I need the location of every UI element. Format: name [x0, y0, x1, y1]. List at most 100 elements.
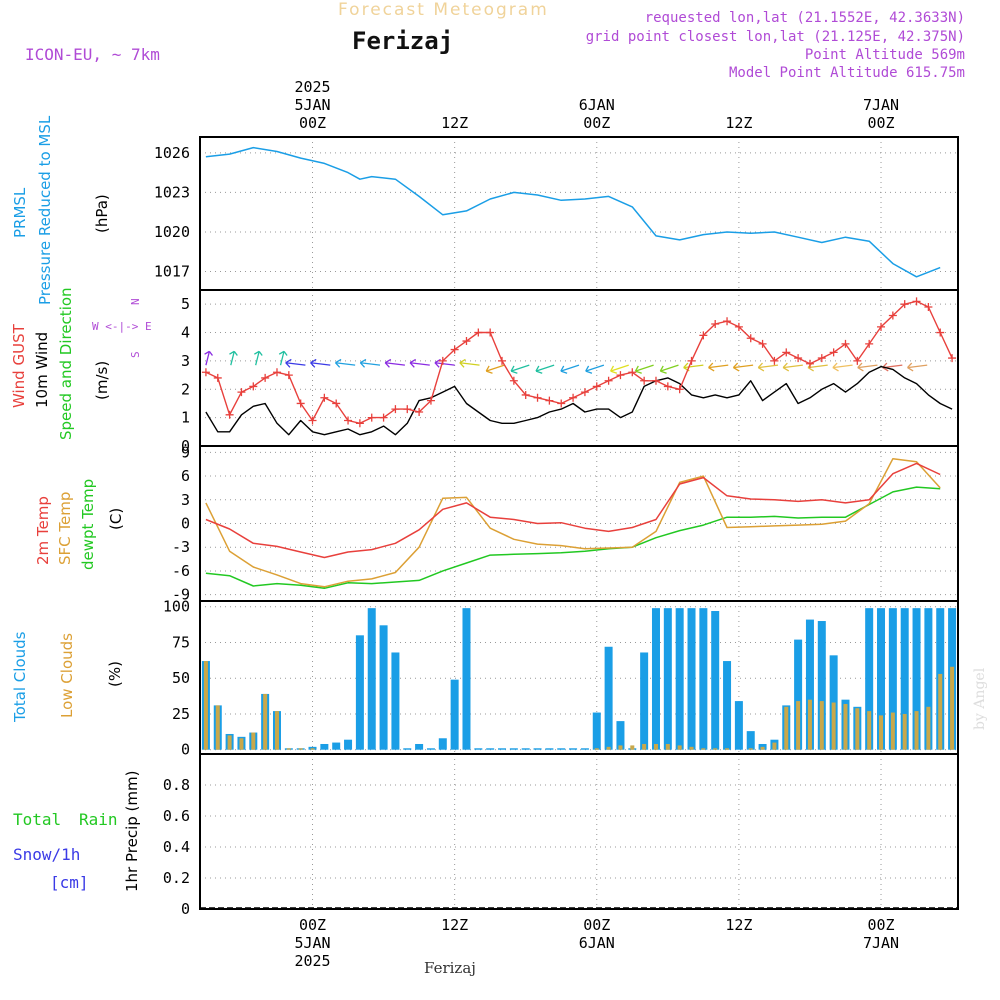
panel-frame [199, 289, 959, 447]
station-title: Ferizaj [352, 27, 453, 55]
wind-arrow-head [757, 362, 763, 369]
wind-arrow-head [560, 365, 565, 372]
time-tick-label: 12Z [725, 114, 752, 132]
total-cloud-bar [877, 608, 886, 750]
cloud-bars [201, 608, 957, 750]
total-cloud-bar [900, 608, 909, 750]
gust-marker [628, 368, 637, 377]
wind-arrow [708, 364, 729, 369]
pressure-panel-labels: PRMSL Pressure Reduced to MSL (hPa) [11, 115, 111, 305]
gust-marker [533, 393, 542, 402]
low-cloud-bar [902, 713, 907, 750]
wind-arrow [335, 362, 356, 366]
wind-arrow-head [782, 362, 788, 369]
low-cloud-bar [926, 706, 931, 750]
wind-arrow-head [434, 362, 440, 368]
gust-marker [201, 368, 210, 377]
wind-unit: (m/s) [93, 361, 111, 400]
gust-marker [936, 328, 945, 337]
y-tick-label: 25 [172, 705, 190, 723]
gust-marker [877, 322, 886, 331]
temperature-series [205, 457, 941, 590]
low-cloud-bar [772, 742, 777, 750]
total-cloud-bar [888, 608, 897, 750]
wind-arrow [733, 364, 754, 369]
y-tick-label: 0 [181, 900, 190, 918]
low-cloud-bar [938, 673, 943, 750]
time-tick-label: 7JAN [863, 934, 899, 952]
gust-marker [367, 413, 376, 422]
total-cloud-bar [569, 748, 578, 750]
time-tick-label: 12Z [725, 916, 752, 934]
time-tick-label: 00Z [867, 916, 894, 934]
total-clouds-label: Total Clouds [11, 631, 29, 723]
gust-marker [261, 373, 270, 382]
wind-arrow-head [384, 358, 392, 364]
time-tick-label: 00Z [299, 114, 326, 132]
wind-arrow-head [459, 362, 465, 368]
gust-marker [569, 393, 578, 402]
total-cloud-bar [723, 661, 732, 750]
total-cloud-bar [367, 608, 376, 750]
footer-station: Ferizaj [424, 959, 476, 977]
gust-marker [794, 354, 803, 363]
gust-marker [651, 376, 660, 385]
gust-marker [332, 399, 341, 408]
gust-marker [865, 339, 874, 348]
y-tick-label: 100 [163, 598, 190, 616]
time-axis-bottom: 00Z5JAN202512Z00Z6JAN12Z00Z7JAN12Z [294, 916, 899, 970]
low-cloud-bar [713, 748, 718, 750]
low-cloud-bar [725, 748, 730, 750]
total-cloud-bar [474, 748, 483, 750]
low-cloud-bar [831, 702, 836, 750]
wind-arrow [535, 364, 555, 372]
wind-arrow [385, 362, 405, 366]
clouds-unit: (%) [106, 661, 124, 687]
panels: 1017102010231026012345-9-6-3036902550751… [154, 136, 959, 918]
low-cloud-bar [890, 712, 895, 750]
total-cloud-bar [865, 608, 874, 750]
wind-arrow-head [486, 370, 493, 374]
gust-marker [403, 405, 412, 414]
precip-panel-labels: Total Rain Snow/1h [cm] 1hr Precip (mm) [13, 771, 141, 892]
model-point-altitude: Model Point Altitude 615.75m [729, 65, 965, 81]
wind-panel-labels: Wind GUST 10m Wind Speed and Direction (… [10, 287, 152, 440]
pressure-series [205, 146, 941, 278]
total-cloud-bar [521, 748, 530, 750]
low-clouds-label: Low Clouds [58, 633, 76, 718]
y-tick-label: 0.8 [163, 776, 190, 794]
total-cloud-bar [817, 621, 826, 750]
watermark: by Angel [972, 667, 988, 730]
wind-arrow [610, 364, 629, 372]
total-cloud-bar [592, 712, 601, 750]
wind-arrow [255, 351, 260, 366]
y-tick-label: 0 [181, 437, 190, 455]
wind-arrow-head [660, 370, 667, 374]
time-tick-label: 5JAN [294, 934, 330, 952]
gust-marker [391, 405, 400, 414]
y-tick-label: 75 [172, 633, 190, 651]
wind-arrow-head [585, 370, 593, 374]
gust-marker [344, 416, 353, 425]
wind-arrow-head [807, 367, 814, 372]
low-cloud-bar [239, 738, 244, 750]
total-cloud-bar [462, 608, 471, 750]
time-tick-label: 00Z [583, 114, 610, 132]
gust-marker [213, 373, 222, 382]
total-cloud-bar [924, 608, 933, 750]
temp-sfc-label: SFC Temp [56, 492, 74, 565]
wind-arrow-head [733, 367, 740, 372]
gust-marker [237, 388, 246, 397]
time-tick-label: 12Z [441, 114, 468, 132]
temp-panel-labels: 2m Temp SFC Temp dewpt Temp (C) [34, 479, 125, 570]
gust-marker [805, 359, 814, 368]
low-cloud-bar [760, 746, 765, 750]
total-cloud-bar [580, 748, 589, 750]
gust-marker [509, 376, 518, 385]
wind-arrow-head [510, 365, 515, 372]
wind-arrow-head [233, 350, 238, 356]
wind-arrow [486, 364, 505, 372]
wind-gust-label: Wind GUST [10, 323, 28, 408]
compass-we: W <-|-> E [92, 320, 152, 333]
